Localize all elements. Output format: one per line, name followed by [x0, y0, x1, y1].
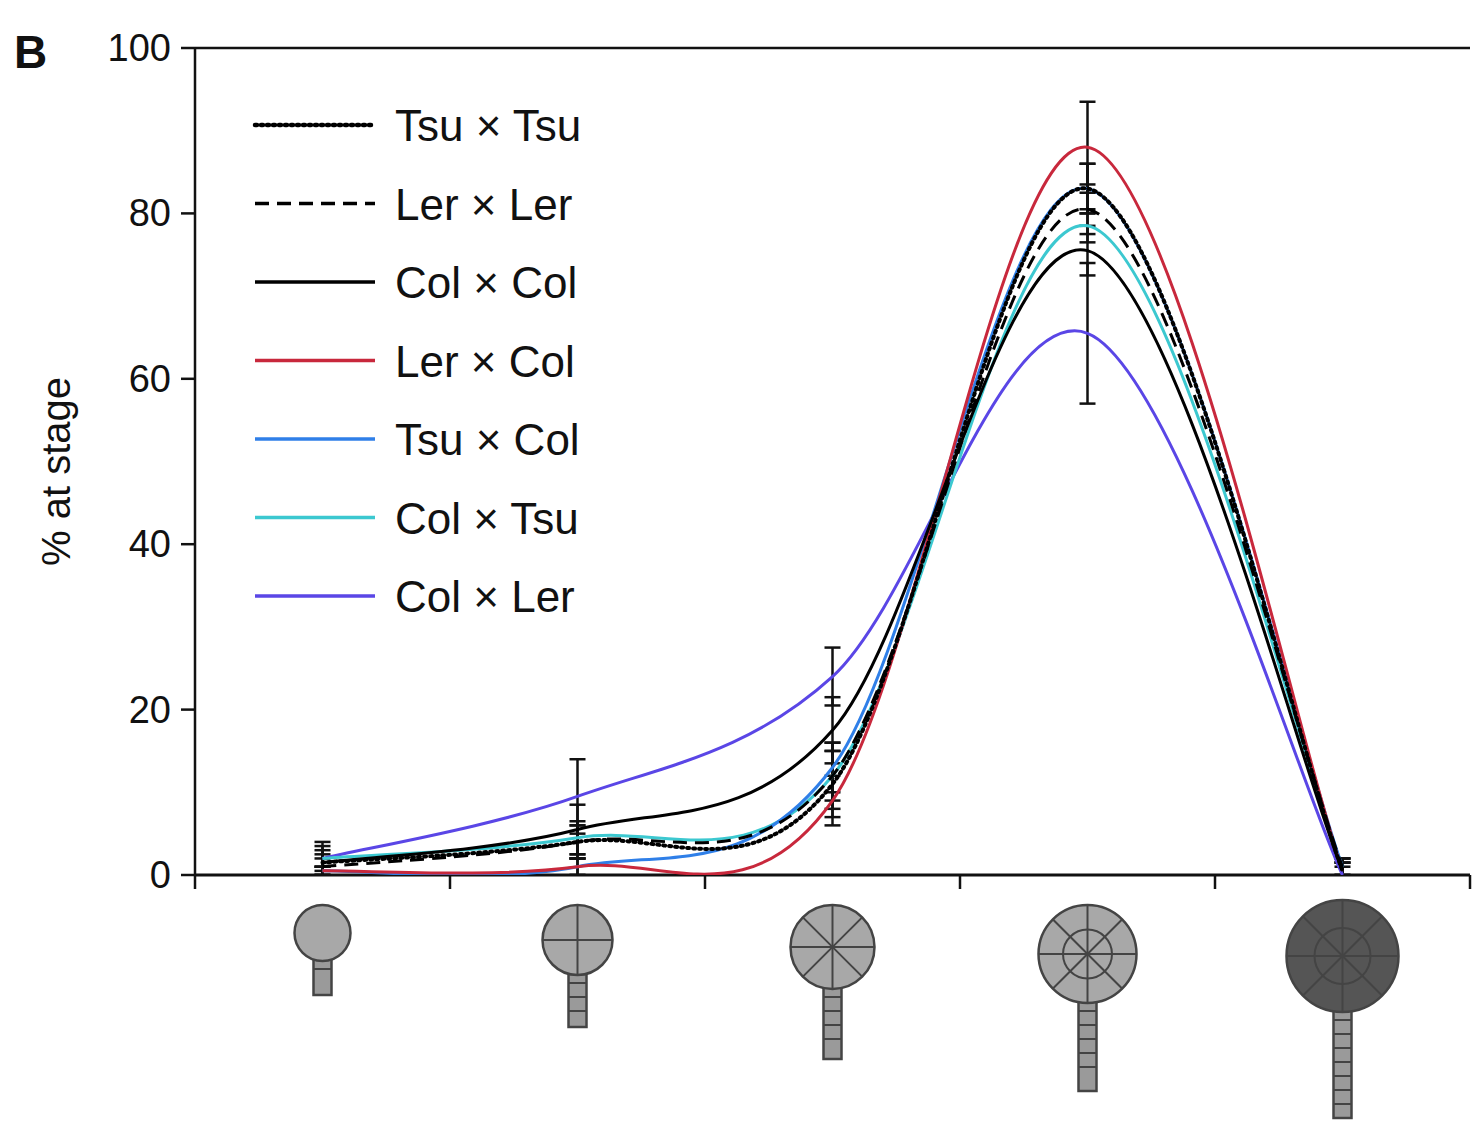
y-tick-label: 80 [129, 192, 171, 234]
y-tick [181, 874, 195, 877]
panel-letter: B [14, 26, 47, 78]
y-tick-label: 60 [129, 358, 171, 400]
stage-icon [1039, 905, 1137, 1091]
series-line [323, 188, 1343, 871]
legend-label: Col × Tsu [395, 494, 579, 543]
stage-icon [791, 905, 875, 1059]
legend-swatch [255, 280, 375, 284]
y-tick [181, 708, 195, 711]
stage-icon [295, 905, 351, 995]
y-tick [181, 212, 195, 215]
y-tick-label: 20 [129, 689, 171, 731]
x-band-tick [194, 875, 197, 889]
y-tick-label: 0 [150, 854, 171, 896]
y-tick-label: 40 [129, 523, 171, 565]
x-band-tick [1469, 875, 1472, 889]
x-band-tick [1214, 875, 1217, 889]
y-axis-title: % at stage [34, 377, 78, 566]
series-line [323, 209, 1343, 867]
legend-label: Ler × Col [395, 337, 575, 386]
x-band-tick [959, 875, 962, 889]
legend-label: Col × Ler [395, 572, 575, 621]
legend-swatch [255, 516, 375, 520]
stage-icon [543, 905, 613, 1027]
legend-swatch [255, 437, 375, 441]
y-tick [181, 378, 195, 381]
series-line [323, 188, 1343, 875]
legend-label: Ler × Ler [395, 180, 572, 229]
legend-swatch [255, 123, 375, 128]
legend-label: Tsu × Tsu [395, 101, 581, 150]
plot-area [315, 102, 1351, 875]
legend-swatch [255, 202, 375, 206]
x-band-tick [704, 875, 707, 889]
y-tick [181, 543, 195, 546]
stage-icon [1287, 900, 1399, 1118]
chart: B % at stage 0 20 40 60 80 100 Tsu × Tsu Ler × Le… [0, 0, 1480, 1122]
legend-swatch [255, 594, 375, 598]
y-axis [194, 48, 197, 875]
series-line [323, 331, 1343, 875]
legend-swatch [255, 359, 375, 363]
legend-label: Col × Col [395, 258, 577, 307]
series-line [323, 225, 1343, 866]
y-tick [181, 47, 195, 50]
x-band-tick [449, 875, 452, 889]
legend: Tsu × Tsu Ler × Ler Col × Col Ler × Col Tsu … [255, 101, 581, 621]
y-tick-label: 100 [108, 27, 171, 69]
series-line [323, 147, 1343, 874]
legend-label: Tsu × Col [395, 415, 580, 464]
plot-frame-top [195, 47, 1470, 50]
